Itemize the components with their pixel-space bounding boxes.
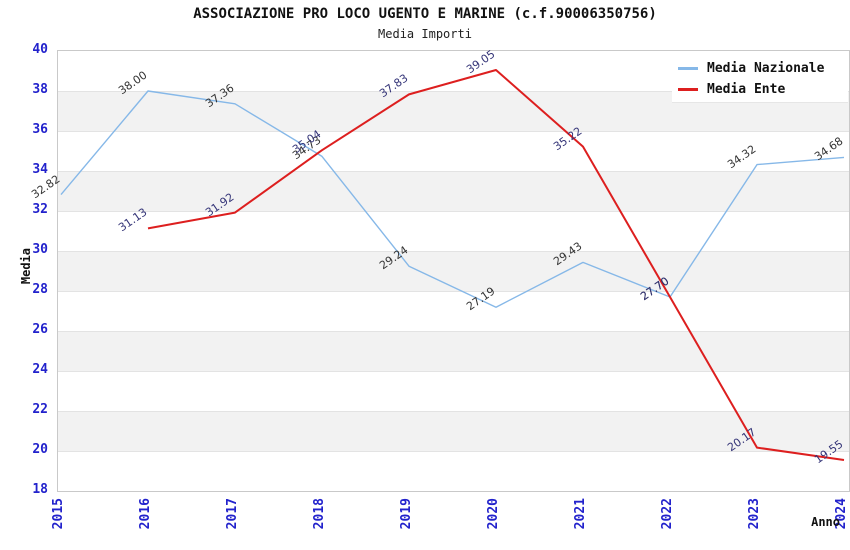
grid-band — [58, 411, 849, 451]
y-tick-label: 30 — [32, 242, 48, 257]
line-media-ente — [147, 69, 845, 461]
grid-line — [58, 171, 849, 172]
y-tick-label: 26 — [32, 322, 48, 337]
y-tick-label: 36 — [32, 122, 48, 137]
grid-line — [58, 371, 849, 372]
x-tick-label: 2020 — [486, 498, 501, 530]
x-tick-label: 2015 — [51, 498, 66, 530]
grid-line — [58, 131, 849, 132]
chart-subtitle: Media Importi — [378, 27, 472, 41]
grid-line — [58, 211, 849, 212]
y-tick-label: 18 — [32, 482, 48, 497]
y-tick-label: 24 — [32, 362, 48, 377]
legend-item-media-ente: Media Ente — [678, 81, 785, 97]
grid-line — [58, 291, 849, 292]
line-media-nazionale — [60, 90, 845, 308]
y-tick-label: 40 — [32, 42, 48, 57]
line-series-svg — [60, 69, 845, 461]
legend-swatch-media-ente — [678, 87, 698, 91]
y-tick-label: 20 — [32, 442, 48, 457]
grid-line — [58, 331, 849, 332]
x-tick-label: 2016 — [138, 498, 153, 530]
y-tick-label: 32 — [32, 202, 48, 217]
grid-band — [58, 251, 849, 291]
grid-line — [58, 251, 849, 252]
y-tick-label: 38 — [32, 82, 48, 97]
legend-swatch-media-nazionale — [678, 66, 698, 70]
x-axis-title: Anno — [811, 515, 840, 529]
x-tick-label: 2017 — [225, 498, 240, 530]
x-tick-label: 2018 — [312, 498, 327, 530]
grid-band — [58, 171, 849, 211]
x-tick-label: 2022 — [660, 498, 675, 530]
plot-area: 32.82 38.00 37.36 34.73 29.24 27.19 29.43 27.70… — [29, 48, 850, 492]
legend-label-media-nazionale: Media Nazionale — [707, 60, 825, 76]
legend: Media Nazionale Media Ente — [672, 53, 848, 103]
y-tick-label: 28 — [32, 282, 48, 297]
x-tick-label: 2021 — [573, 498, 588, 530]
grid-line — [58, 451, 849, 452]
x-tick-label: 2019 — [399, 498, 414, 530]
legend-label-media-ente: Media Ente — [707, 81, 786, 97]
y-tick-label: 34 — [32, 162, 48, 177]
x-tick-label: 2023 — [747, 498, 762, 530]
grid-line — [58, 91, 849, 92]
y-tick-label: 22 — [32, 402, 48, 417]
grid-line — [58, 411, 849, 412]
legend-item-media-nazionale: Media Nazionale — [678, 60, 824, 76]
grid-band — [58, 331, 849, 371]
chart-title: ASSOCIAZIONE PRO LOCO UGENTO E MARINE (c… — [193, 6, 657, 22]
